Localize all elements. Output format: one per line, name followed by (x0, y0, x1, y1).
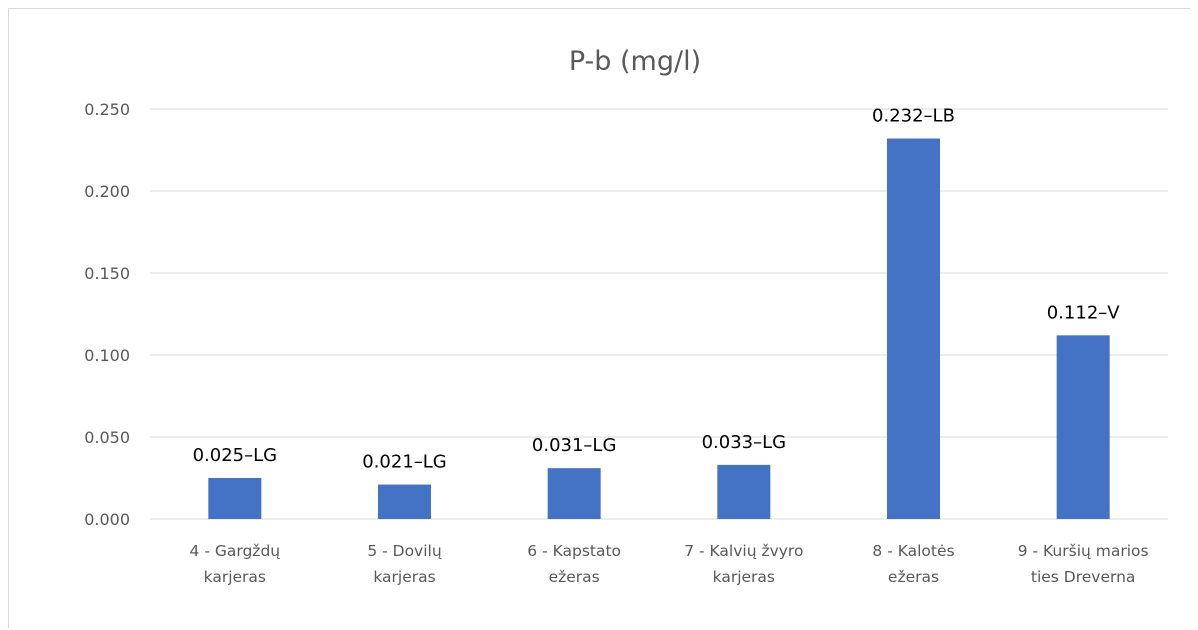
category-label: karjeras (373, 568, 435, 586)
category-label: 8 - Kalotės (872, 542, 954, 560)
bar (717, 464, 771, 519)
data-label: 0.025–LG (193, 445, 278, 466)
data-labels: 0.025–LG 0.021–LG 0.031–LG 0.033–LG 0.232–LB… (193, 106, 1121, 473)
category-label: karjeras (713, 568, 775, 586)
data-label: 0.232–LB (872, 106, 955, 127)
chart-frame (8, 8, 1190, 628)
y-tick-label: 0.150 (84, 264, 130, 283)
category-label: 9 - Kuršių marios (1018, 542, 1149, 560)
category-label: 6 - Kapstato (527, 542, 621, 560)
data-label: 0.112–V (1047, 302, 1121, 323)
bars (208, 138, 1110, 519)
x-axis-categories: 4 - Gargždų karjeras 5 - Dovilų karjeras 6 -… (190, 542, 1149, 586)
bar (378, 484, 431, 519)
bar (547, 468, 601, 519)
y-tick-label: 0.050 (84, 428, 130, 447)
category-label: 5 - Dovilų (367, 542, 442, 560)
y-axis-ticks: 0.000 0.050 0.100 0.150 0.200 0.250 (84, 100, 130, 529)
category-label: 7 - Kalvių žvyro (684, 542, 803, 560)
category-label: karjeras (204, 568, 266, 586)
y-tick-label: 0.000 (84, 510, 130, 529)
bar (1056, 335, 1110, 519)
data-label: 0.021–LG (362, 452, 447, 473)
category-label: 4 - Gargždų (190, 542, 281, 560)
bar (208, 478, 262, 519)
gridlines (150, 108, 1168, 520)
category-label: ežeras (549, 568, 600, 586)
chart-title: P-b (mg/l) (569, 46, 701, 77)
y-tick-label: 0.200 (84, 182, 130, 201)
data-label: 0.031–LG (532, 435, 617, 456)
data-label: 0.033–LG (702, 432, 787, 453)
y-tick-label: 0.100 (84, 346, 130, 365)
category-label: ežeras (888, 568, 939, 586)
y-tick-label: 0.250 (84, 100, 130, 119)
bar (887, 138, 940, 519)
category-label: ties Dreverna (1031, 568, 1136, 586)
